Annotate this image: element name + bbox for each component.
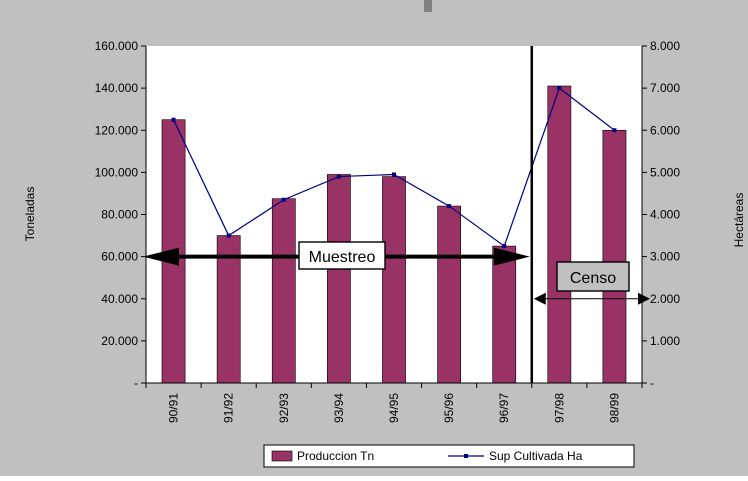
- left-tick-label: 160.000: [95, 39, 139, 53]
- annotations: Muestreo Censo: [143, 46, 650, 383]
- left-axis: - 20.000 40.000 60.000 80.000 100.000 120.000 1…: [95, 39, 147, 390]
- right-tick-label: 2.000: [650, 292, 680, 306]
- line-point: [447, 204, 452, 209]
- right-tick-label: 5.000: [650, 165, 680, 179]
- censo-label: Censo: [570, 270, 616, 287]
- legend-bar-swatch: [271, 450, 293, 462]
- left-tick-label: 100.000: [95, 165, 139, 179]
- legend: Produccion Tn Sup Cultivada Ha: [263, 444, 635, 468]
- muestreo-arrow-head-right: [493, 247, 530, 266]
- left-tick-label: -: [134, 376, 138, 390]
- line-point: [557, 86, 562, 91]
- right-tick-label: 6.000: [650, 123, 680, 137]
- left-tick-label: 120.000: [95, 123, 139, 137]
- x-tick-label: 97/98: [552, 393, 566, 423]
- bar: [437, 205, 461, 384]
- left-tick-label: 80.000: [101, 208, 138, 222]
- line-point: [612, 128, 617, 133]
- censo-arrow-head-right: [638, 292, 650, 305]
- muestreo-label-box: [298, 241, 386, 270]
- left-tick-label: 40.000: [101, 292, 138, 306]
- left-tick-label: 60.000: [101, 250, 138, 264]
- x-tick-label: 96/97: [497, 393, 511, 423]
- left-tick-label: 20.000: [101, 334, 138, 348]
- line-point: [281, 197, 286, 202]
- right-tick-label: 3.000: [650, 250, 680, 264]
- muestreo-arrow-head-left: [143, 247, 179, 266]
- left-tick-label: 140.000: [95, 81, 139, 95]
- x-tick-label: 90/91: [167, 393, 181, 423]
- y-left-label: Toneladas: [23, 187, 37, 242]
- y-right-label: Hectáreas: [732, 193, 746, 248]
- right-tick-label: 7.000: [650, 81, 680, 95]
- x-tick-label: 91/92: [222, 393, 236, 423]
- bar: [382, 176, 406, 384]
- x-tick-label: 94/95: [387, 393, 401, 423]
- bar: [547, 85, 572, 384]
- legend-line-marker: [464, 454, 468, 458]
- line-point: [392, 172, 396, 177]
- x-tick-label: 98/99: [607, 393, 621, 423]
- line-point: [336, 174, 341, 179]
- x-tick-label: 92/93: [277, 393, 291, 423]
- line-point: [171, 117, 176, 122]
- right-tick-label: 4.000: [650, 208, 680, 222]
- muestreo-label: Muestreo: [309, 249, 376, 266]
- line-point: [502, 244, 507, 249]
- bar: [271, 198, 296, 384]
- legend-line-label: Sup Cultivada Ha: [489, 449, 583, 463]
- x-tick-label: 95/96: [442, 393, 456, 423]
- x-tick-label: 93/94: [332, 393, 346, 423]
- right-axis: - 1.000 2.000 3.000 4.000 5.000 6.000 7.000 8.00…: [641, 39, 680, 390]
- line-point: [226, 233, 231, 238]
- censo-label-box: [556, 261, 630, 292]
- top-connector: [424, 0, 432, 12]
- censo-arrow-head-left: [533, 292, 546, 305]
- bar: [602, 129, 627, 384]
- right-tick-label: -: [650, 376, 654, 390]
- x-axis: 90/91 91/92 92/93 93/94 94/95 95/96 96/97 97/98…: [145, 382, 643, 423]
- right-tick-label: 1.000: [650, 334, 680, 348]
- right-tick-label: 8.000: [650, 39, 680, 53]
- bar: [327, 174, 351, 384]
- legend-bar-label: Produccion Tn: [297, 449, 374, 463]
- line-series: [171, 86, 617, 249]
- bar: [492, 245, 517, 384]
